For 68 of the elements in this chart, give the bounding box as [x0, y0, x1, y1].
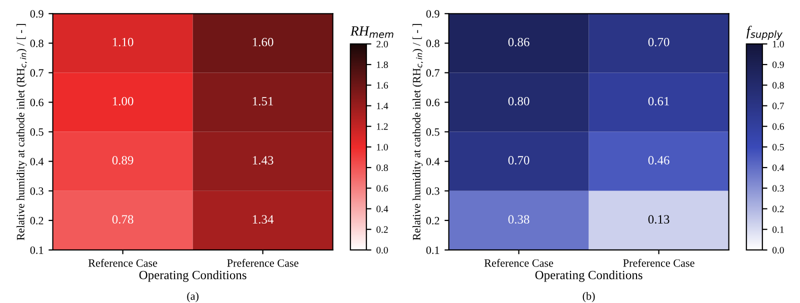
text: (b)	[582, 292, 595, 302]
x-tick-label: Preference Case	[623, 258, 694, 267]
color-bar-label: 0.5	[772, 144, 784, 150]
color-bar-label: 0.2	[772, 206, 784, 212]
color-bar-label: 1.2	[376, 123, 388, 130]
data-label: 1.43	[252, 156, 274, 165]
color-bar-title: f$_{supply}$	[746, 26, 783, 40]
color-bar-label: 0.3	[772, 185, 784, 192]
color-bar-label: 1.0	[376, 144, 388, 150]
color-bar-label: 0.8	[376, 164, 388, 172]
color-bar-label: 0.4	[376, 206, 388, 212]
y-tick-label: 0.9	[426, 10, 440, 18]
y-tick-label: 0.8	[426, 40, 440, 48]
color-bar-label: 0.0	[376, 246, 388, 254]
y-tick-label: 0.4	[426, 158, 440, 166]
y-tick-label: 0.7	[30, 69, 44, 77]
x-tick-label: Reference Case	[88, 258, 158, 267]
y-tick-label: 0.1	[30, 246, 44, 254]
data-label: 0.46	[648, 156, 670, 165]
y-tick-label: 0.3	[426, 187, 440, 195]
text: (a)	[187, 292, 198, 302]
color-bar-title: RH$_{mem}$	[350, 26, 394, 38]
color-bar-label: 0.4	[772, 164, 784, 172]
y-axis-title: Relative humidity at cathode inlet (RH$_{c,in}$) / [ - ]	[412, 24, 423, 240]
data-label: 0.70	[508, 156, 530, 165]
color-bar-label: 0.8	[772, 82, 784, 89]
y-tick-label: 0.5	[426, 128, 440, 136]
y-tick-label: 0.7	[426, 69, 440, 77]
color-bar-label: 2.0	[376, 40, 388, 48]
y-tick-label: 0.4	[30, 158, 44, 166]
y-tick-label: 0.5	[30, 128, 44, 136]
data-label: 0.70	[648, 38, 670, 46]
data-label: 0.89	[112, 156, 134, 165]
y-tick-label: 0.3	[30, 187, 44, 195]
color-bar-label: 1.0	[772, 40, 784, 48]
y-tick-label: 0.9	[30, 10, 44, 18]
data-label: 1.00	[112, 96, 134, 106]
color-bar-label: 0.1	[772, 226, 784, 233]
y-tick-label: 0.6	[426, 98, 440, 106]
y-tick-label: 0.8	[30, 40, 44, 48]
x-axis-title: Operating Conditions	[535, 270, 642, 282]
data-label: 1.34	[252, 215, 274, 224]
y-tick-label: 0.1	[426, 246, 440, 254]
x-tick-label: Reference Case	[484, 258, 554, 267]
data-label: 0.13	[648, 215, 670, 224]
data-label: 0.38	[508, 215, 530, 224]
color-bar-label: 1.4	[376, 102, 388, 110]
data-label: 1.51	[252, 97, 273, 106]
x-axis-title: Operating Conditions	[139, 270, 246, 282]
x-tick-label: Preference Case	[227, 258, 298, 267]
data-label: 0.61	[648, 96, 669, 106]
color-bar-label: 1.8	[376, 61, 388, 68]
color-bar-label: 1.6	[376, 82, 388, 89]
color-bar-label: 0.0	[772, 246, 784, 254]
data-label: 0.86	[508, 38, 530, 46]
color-bar-label: 0.6	[772, 123, 784, 130]
color-bar-label: 0.7	[772, 102, 784, 110]
y-axis-title: Relative humidity at cathode inlet (RH$_{c,in}$) / [ - ]	[16, 24, 27, 240]
y-tick-label: 0.6	[30, 98, 44, 106]
y-tick-label: 0.2	[30, 216, 44, 224]
color-bar-label: 0.2	[376, 226, 388, 233]
y-tick-label: 0.2	[426, 216, 440, 224]
data-label: 1.60	[252, 38, 274, 46]
data-label: 1.10	[112, 38, 134, 46]
data-label: 0.80	[508, 96, 530, 106]
data-label: 0.78	[112, 215, 134, 224]
color-bar-label: 0.9	[772, 61, 784, 68]
color-bar-label: 0.6	[376, 185, 388, 192]
